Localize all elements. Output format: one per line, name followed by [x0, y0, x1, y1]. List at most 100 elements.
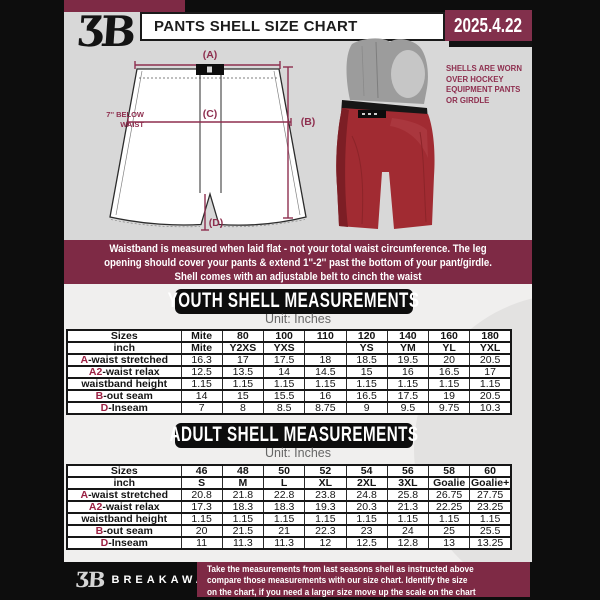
- cell-value: 22.8: [262, 488, 306, 502]
- cell-value: 13: [427, 536, 471, 550]
- cell-value: YL: [427, 341, 471, 355]
- cell-value: 1.15: [469, 377, 512, 391]
- brand-name: BREAKAWAY: [111, 573, 219, 586]
- cell-value: 120: [345, 329, 388, 343]
- cell-value: Goalie+: [469, 476, 512, 490]
- cell-value: 18: [304, 353, 347, 367]
- breakaway-logo-icon: ƷB: [75, 567, 105, 592]
- date-badge-shadow: [449, 41, 532, 47]
- cell-value: 110: [304, 329, 347, 343]
- cell-value: 8: [221, 401, 265, 415]
- cell-value: 23: [345, 524, 388, 538]
- cell-value: S: [180, 476, 223, 490]
- row-label: B-out seam: [66, 524, 182, 538]
- document: ƷB PANTS SHELL SIZE CHART 2025.4.22 (A) …: [64, 0, 532, 600]
- measure-label-a: (A): [203, 49, 218, 61]
- cell-value: 140: [386, 329, 430, 343]
- cell-value: 12.5: [180, 365, 223, 379]
- cell-value: 20.5: [469, 389, 512, 403]
- table-row: inch S M L XL 2XL 3XL Goalie Goalie+: [66, 476, 512, 490]
- cell-value: 11.3: [221, 536, 265, 550]
- shell-body: [336, 108, 435, 229]
- table-row: D-Inseam 11 11.3 11.3 12 12.5 12.8 13 13.25: [66, 536, 512, 550]
- cell-value: YS: [345, 341, 388, 355]
- cell-value: 16: [386, 365, 430, 379]
- table-row: B-out seam 20 21.5 21 22.3 23 24 25 25.5: [66, 524, 512, 538]
- cell-value: 180: [469, 329, 512, 343]
- cell-value: 22.3: [304, 524, 347, 538]
- cell-value: 1.15: [304, 377, 347, 391]
- adult-heading-text: ADULT SHELL MEASUREMENTS: [169, 423, 419, 446]
- cell-value: YM: [386, 341, 430, 355]
- cell-value: 56: [386, 464, 430, 478]
- cell-value: 11.3: [262, 536, 306, 550]
- cell-value: 8.75: [304, 401, 347, 415]
- cell-value: 20: [180, 524, 223, 538]
- footer-bar: ƷB BREAKAWAY Take the measurements from …: [64, 562, 532, 600]
- cell-value: 48: [221, 464, 265, 478]
- cell-value: 16: [304, 389, 347, 403]
- cell-value: 25: [427, 524, 471, 538]
- row-label: D-Inseam: [66, 401, 182, 415]
- row-label: waistband height: [66, 377, 182, 391]
- cell-value: 21.5: [221, 524, 265, 538]
- cell-value: 160: [427, 329, 471, 343]
- cell-value: 8.5: [262, 401, 306, 415]
- waistband-banner: Waistband is measured when laid flat - n…: [64, 240, 532, 284]
- top-black-bar: [185, 0, 532, 12]
- row-label: waistband height: [66, 512, 182, 526]
- cell-value: 17.3: [180, 500, 223, 514]
- cell-value: Y2XS: [221, 341, 265, 355]
- cell-value: L: [262, 476, 306, 490]
- cell-value: Goalie: [427, 476, 471, 490]
- cell-value: 21: [262, 524, 306, 538]
- row-label: Sizes: [66, 464, 182, 478]
- table-row: B-out seam 14 15 15.5 16 16.5 17.5 19 20.5: [66, 389, 512, 403]
- cell-value: 14: [180, 389, 223, 403]
- cell-value: 19.5: [386, 353, 430, 367]
- tables-section: YOUTH SHELL MEASUREMENTS Unit: Inches Si…: [64, 284, 532, 600]
- cell-value: 1.15: [221, 377, 265, 391]
- cell-value: 14: [262, 365, 306, 379]
- cell-value: 16.5: [345, 389, 388, 403]
- youth-unit-label: Unit: Inches: [264, 312, 331, 326]
- cell-value: 20.3: [345, 500, 388, 514]
- page-title: PANTS SHELL SIZE CHART: [140, 12, 445, 41]
- cell-value: XL: [304, 476, 347, 490]
- cell-value: 9: [345, 401, 388, 415]
- cell-value: 20: [427, 353, 471, 367]
- cell-value: 24: [386, 524, 430, 538]
- cell-value: 1.15: [427, 512, 471, 526]
- cell-value: 1.15: [221, 512, 265, 526]
- cell-value: 10.3: [469, 401, 512, 415]
- cell-value: 52: [304, 464, 347, 478]
- cell-value: 1.15: [262, 512, 306, 526]
- table-row: A-waist stretched 16.3 17 17.5 18 18.5 19.5 20 2…: [66, 353, 512, 367]
- cell-value: 9.5: [386, 401, 430, 415]
- table-row: Sizes Mite 80 100 110 120 140 160 180: [66, 329, 512, 343]
- row-label: A-waist stretched: [66, 353, 182, 367]
- cell-value: 7: [180, 401, 223, 415]
- cell-value: 27.75: [469, 488, 512, 502]
- date-badge: 2025.4.22: [445, 10, 532, 41]
- cell-value: 1.15: [386, 512, 430, 526]
- cell-value: 12.5: [345, 536, 388, 550]
- cell-value: 23.8: [304, 488, 347, 502]
- row-label: D-Inseam: [66, 536, 182, 550]
- cell-value: Mite: [180, 341, 223, 355]
- table-row: waistband height 1.15 1.15 1.15 1.15 1.15 1.15…: [66, 377, 512, 391]
- row-label: A2-waist relax: [66, 500, 182, 514]
- cell-value: 100: [262, 329, 306, 343]
- cell-value: 1.15: [304, 512, 347, 526]
- cell-value: 1.15: [469, 512, 512, 526]
- cell-value: 58: [427, 464, 471, 478]
- table-row: A2-waist relax 12.5 13.5 14 14.5 15 16 16.5 17: [66, 365, 512, 379]
- cell-value: 80: [221, 329, 265, 343]
- cell-value: 17.5: [262, 353, 306, 367]
- row-label: inch: [66, 476, 182, 490]
- cell-value: 25.8: [386, 488, 430, 502]
- measure-label-b: (B): [301, 116, 316, 128]
- row-label: A2-waist relax: [66, 365, 182, 379]
- cell-value: 15.5: [262, 389, 306, 403]
